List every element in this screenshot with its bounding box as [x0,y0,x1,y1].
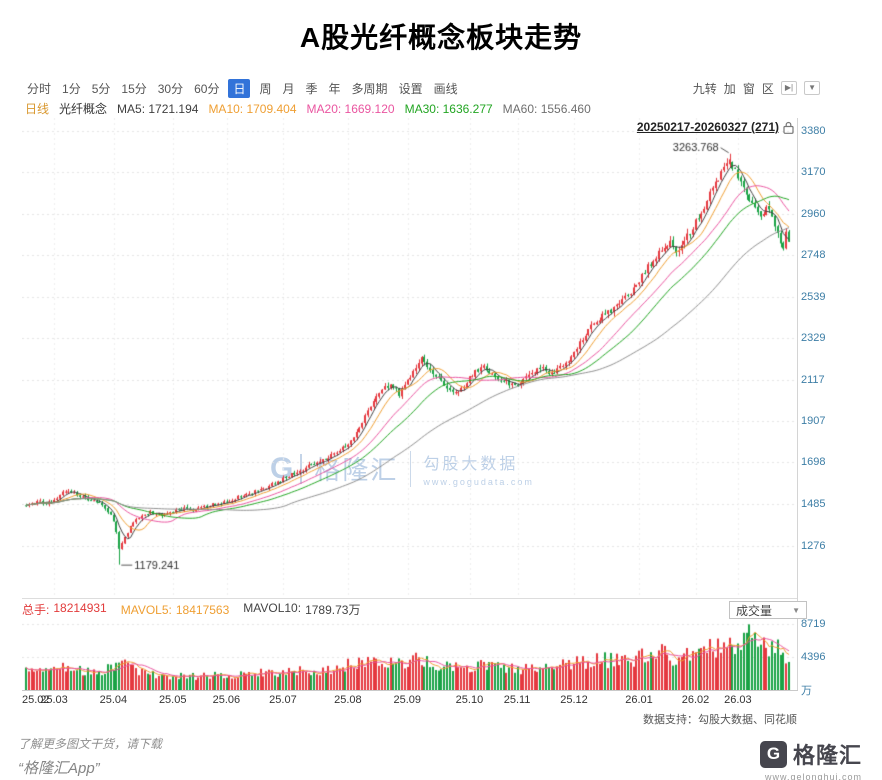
x-axis-label: 25.06 [212,694,241,706]
promo-line2: “格隆汇App” [18,760,100,777]
toolbar-dropdown-button[interactable]: ▼ [804,81,820,95]
ma20-readout: MA20: 1669.120 [306,101,395,116]
x-axis-label: 25.07 [269,694,297,706]
chevron-down-icon: ▼ [792,605,800,615]
indicator-readout-bar: 日线 光纤概念 MA5: 1721.194 MA10: 1709.404 MA20:… [25,100,591,117]
mavol10-value: 1789.73万 [305,603,361,617]
x-axis-label: 25.10 [455,694,484,706]
toolbar-window-button[interactable]: 窗 [742,81,755,96]
time-axis: 25.02 25.03 25.04 25.05 25.06 25.07 25.08 25.09… [22,694,797,708]
volume-chart-canvas[interactable] [22,620,797,690]
timeframe-tab-1min[interactable]: 1分 [62,81,81,96]
total-volume-readout: 总手: 18214931 [22,601,107,618]
ma30-readout: MA30: 1636.277 [404,101,493,116]
timeframe-tab-daily[interactable]: 日 [228,78,251,98]
total-volume-value: 18214931 [53,601,107,615]
promo-line1: 了解更多图文干货，请下载 [18,737,163,751]
volume-axis-label: 8719 [801,618,826,631]
gelonghui-brand: G 格隆汇 www.gelonghui.com [759,738,862,780]
volume-indicator-label: 成交量 [736,603,773,618]
total-volume-label: 总手: [22,603,50,617]
price-axis-label: 2539 [801,290,826,303]
toolbar-zone-button[interactable]: 区 [761,81,774,96]
mavol5-value: 18417563 [175,602,230,617]
price-axis: 3380 3170 2960 2748 2539 2329 2117 1907 1698 1485… [801,118,857,598]
app-promo: 了解更多图文干货，请下载 “格隆汇App” [18,735,162,778]
toolbar-right-group: 九转加窗区 ▶| ▼ [693,80,820,97]
price-axis-label: 1276 [801,539,826,552]
x-axis-label: 25.11 [503,694,531,706]
mavol5-label: MAVOL5: [120,602,172,617]
plot-bottom-border [22,690,798,691]
timeframe-tab-draw-line[interactable]: 画线 [433,81,458,96]
toolbar: 分时 1分 5分 15分 30分 60分日周月季年多周期 设置 画线 九转加窗区 ▶| ▼ [25,78,820,98]
toolbar-add-button[interactable]: 加 [723,81,736,96]
gelonghui-logo-row: G 格隆汇 [759,738,862,770]
timeframe-tab-30min[interactable]: 30分 [157,81,184,96]
mavol10-label: MAVOL10: [243,601,302,615]
gelonghui-logo-text: 格隆汇 [792,743,862,768]
timeframe-tab-monthly[interactable]: 月 [282,81,295,96]
jump-to-latest-button[interactable]: ▶| [780,81,798,95]
ma-readouts: MA5: 1721.194 MA10: 1709.404 MA20: 1669.12… [117,102,591,116]
price-chart-canvas[interactable] [22,118,797,598]
x-axis-label: 25.04 [99,694,128,706]
date-range-label: 20250217-20260327 (271) [636,120,779,134]
price-axis-label: 2117 [801,373,825,386]
gelonghui-logo-icon: G [759,740,787,768]
date-range: 20250217-20260327 (271) [637,120,794,134]
x-axis-label: 25.02 [22,694,50,706]
timeframe-tabs: 分时 1分 5分 15分 30分 60分日周月季年多周期 设置 画线 [25,78,467,98]
lock-icon [783,121,794,134]
toolbar-nine-turn-button[interactable]: 九转 [692,81,717,96]
plot-right-border [797,118,798,690]
timeframe-tab-5min[interactable]: 5分 [91,81,111,96]
volume-panel-header: 总手: 18214931 MAVOL5: 18417563 MAVOL10: 1… [22,598,807,620]
ma60-readout: MA60: 1556.460 [502,101,591,116]
timeframe-tab-yearly[interactable]: 年 [328,81,341,96]
x-axis-label: 26.02 [681,694,710,706]
volume-axis-unit: 万 [801,685,812,697]
period-label: 日线 [25,102,50,116]
mavol10-readout: MAVOL10: 1789.73万 [243,601,360,618]
volume-indicator-select[interactable]: 成交量 ▼ [729,601,807,619]
x-axis-label: 25.05 [158,694,187,706]
page-title: A股光纤概念板块走势 [299,22,583,53]
timeframe-tab-15min[interactable]: 15分 [121,81,147,96]
price-axis-label: 3380 [801,124,826,137]
timeframe-tab-multi-period[interactable]: 多周期 [351,81,388,96]
price-axis-label: 2329 [801,331,826,344]
x-axis-label: 25.08 [334,694,362,706]
price-axis-label: 1485 [801,498,826,511]
price-axis-label: 1907 [801,415,826,428]
timeframe-tab-weekly[interactable]: 周 [259,81,272,96]
x-axis-label: 26.03 [724,694,752,706]
volume-axis: 8719 4396 万 [801,618,857,697]
mavol5-readout: MAVOL5: 18417563 [121,603,230,617]
ma5-readout: MA5: 1721.194 [117,101,199,116]
toolbar-tools: 九转加窗区 [693,80,774,97]
x-axis-label: 26.01 [625,694,653,706]
price-axis-label: 2748 [801,249,826,262]
timeframe-tab-timeshare[interactable]: 分时 [27,81,52,96]
price-axis-label: 1698 [801,456,826,469]
timeframe-tab-settings[interactable]: 设置 [398,81,423,96]
x-axis-label: 25.12 [560,694,588,706]
data-credit: 数据支持：勾股大数据、同花顺 [643,714,797,726]
ma10-readout: MA10: 1709.404 [208,101,297,116]
price-axis-label: 2960 [801,207,826,220]
price-axis-label: 3170 [801,166,826,179]
x-axis-label: 25.03 [40,694,68,706]
x-axis-label: 25.09 [393,694,422,706]
timeframe-tab-60min[interactable]: 60分 [194,81,220,96]
volume-axis-label: 4396 [801,650,826,663]
gelonghui-url: www.gelonghui.com [764,772,862,780]
timeframe-tab-quarterly[interactable]: 季 [305,81,318,96]
symbol-label: 光纤概念 [59,102,108,116]
